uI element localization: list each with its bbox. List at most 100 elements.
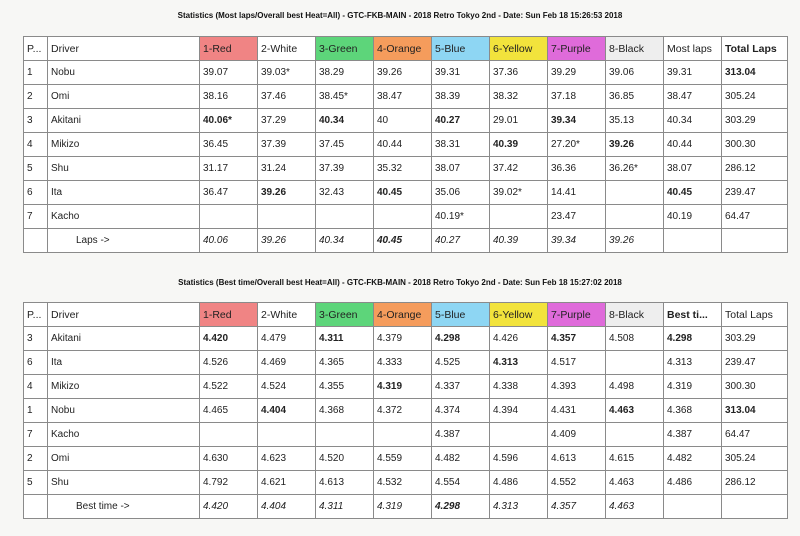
time-cell: 4.311 [315, 326, 374, 351]
footer-cell: 4.463 [605, 494, 664, 519]
lap-cell: 37.45 [315, 132, 374, 157]
time-cell: 4.522 [199, 374, 258, 399]
col-driver: Driver [47, 302, 200, 327]
lap-cell: 36.85 [605, 84, 664, 109]
lap-cell [315, 204, 374, 229]
time-cell [373, 422, 432, 447]
col-yellow: 6-Yellow [489, 36, 548, 61]
time-cell: 4.372 [373, 398, 432, 423]
lap-cell: 39.26 [605, 132, 664, 157]
time-cell [605, 350, 664, 375]
time-cell [489, 422, 548, 447]
lap-cell: 37.29 [257, 108, 316, 133]
time-cell: 4.630 [199, 446, 258, 471]
lap-cell: 37.18 [547, 84, 606, 109]
time-cell: 4.298 [431, 326, 490, 351]
most-laps-cell: 38.07 [663, 156, 722, 181]
lap-cell: 39.29 [547, 60, 606, 85]
time-cell: 4.337 [431, 374, 490, 399]
time-cell: 4.498 [605, 374, 664, 399]
footer-row: Best time -> 4.420 4.404 4.311 4.319 4.2… [23, 494, 788, 519]
time-cell: 4.615 [605, 446, 664, 471]
lap-cell: 38.45* [315, 84, 374, 109]
report1-title: Statistics (Most laps/Overall best Heat=… [177, 11, 623, 20]
best-time-cell: 4.368 [663, 398, 722, 423]
col-total-laps: Total Laps [721, 302, 788, 327]
time-cell: 4.486 [489, 470, 548, 495]
time-cell: 4.517 [547, 350, 606, 375]
total-laps-cell: 303.29 [721, 326, 788, 351]
time-cell: 4.508 [605, 326, 664, 351]
footer-cell: 4.404 [257, 494, 316, 519]
lap-cell: 36.45 [199, 132, 258, 157]
lap-cell: 39.07 [199, 60, 258, 85]
lap-cell: 37.39 [257, 132, 316, 157]
footer-cell: 39.34 [547, 228, 606, 253]
most-laps-cell: 40.19 [663, 204, 722, 229]
footer-cell: 40.06 [199, 228, 258, 253]
time-cell: 4.525 [431, 350, 490, 375]
header-row: P... Driver 1-Red 2-White 3-Green 4-Oran… [23, 302, 788, 327]
lap-cell: 31.24 [257, 156, 316, 181]
lap-cell: 32.43 [315, 180, 374, 205]
driver-cell: Akitani [47, 326, 200, 351]
table-row: 7 Kacho 4.387 4.409 4.387 64.47 [23, 422, 788, 447]
time-cell: 4.479 [257, 326, 316, 351]
time-cell: 4.313 [489, 350, 548, 375]
lap-cell: 40.45 [373, 180, 432, 205]
driver-cell: Nobu [47, 398, 200, 423]
table-row: 1 Nobu 4.465 4.404 4.368 4.372 4.374 4.3… [23, 398, 788, 423]
footer-pos-cell [23, 228, 48, 253]
lap-cell: 39.26 [257, 180, 316, 205]
report2-title: Statistics (Best time/Overall best Heat=… [178, 278, 622, 287]
lap-cell: 38.29 [315, 60, 374, 85]
lap-cell [489, 204, 548, 229]
lap-cell [605, 204, 664, 229]
most-laps-cell: 40.45 [663, 180, 722, 205]
footer-empty [663, 494, 722, 519]
time-cell: 4.338 [489, 374, 548, 399]
lap-cell: 38.39 [431, 84, 490, 109]
driver-cell: Nobu [47, 60, 200, 85]
col-blue: 5-Blue [431, 36, 490, 61]
best-time-cell: 4.387 [663, 422, 722, 447]
pos-cell: 2 [23, 84, 48, 109]
table-row: 6 Ita 4.526 4.469 4.365 4.333 4.525 4.31… [23, 350, 788, 375]
time-cell [257, 422, 316, 447]
lap-cell: 40.39 [489, 132, 548, 157]
time-cell: 4.426 [489, 326, 548, 351]
driver-cell: Kacho [47, 422, 200, 447]
driver-cell: Akitani [47, 108, 200, 133]
col-green: 3-Green [315, 302, 374, 327]
lap-cell: 40.34 [315, 108, 374, 133]
footer-empty [721, 228, 788, 253]
col-orange: 4-Orange [373, 302, 432, 327]
col-purple: 7-Purple [547, 36, 606, 61]
most-laps-table: P... Driver 1-Red 2-White 3-Green 4-Oran… [23, 36, 788, 253]
best-time-cell: 4.486 [663, 470, 722, 495]
footer-cell: 40.39 [489, 228, 548, 253]
time-cell: 4.552 [547, 470, 606, 495]
best-time-cell: 4.319 [663, 374, 722, 399]
time-cell: 4.613 [547, 446, 606, 471]
footer-cell: 40.27 [431, 228, 490, 253]
lap-cell [257, 204, 316, 229]
time-cell: 4.404 [257, 398, 316, 423]
driver-cell: Mikizo [47, 132, 200, 157]
time-cell: 4.463 [605, 398, 664, 423]
lap-cell: 14.41 [547, 180, 606, 205]
col-pos: P... [23, 36, 48, 61]
lap-cell: 38.32 [489, 84, 548, 109]
lap-cell: 39.02* [489, 180, 548, 205]
total-laps-cell: 300.30 [721, 132, 788, 157]
time-cell: 4.379 [373, 326, 432, 351]
header-row: P... Driver 1-Red 2-White 3-Green 4-Oran… [23, 36, 788, 61]
lap-cell [605, 180, 664, 205]
driver-cell: Omi [47, 84, 200, 109]
footer-cell: 4.298 [431, 494, 490, 519]
pos-cell: 6 [23, 350, 48, 375]
time-cell: 4.520 [315, 446, 374, 471]
driver-cell: Omi [47, 446, 200, 471]
col-white: 2-White [257, 302, 316, 327]
col-total-laps: Total Laps [721, 36, 788, 61]
